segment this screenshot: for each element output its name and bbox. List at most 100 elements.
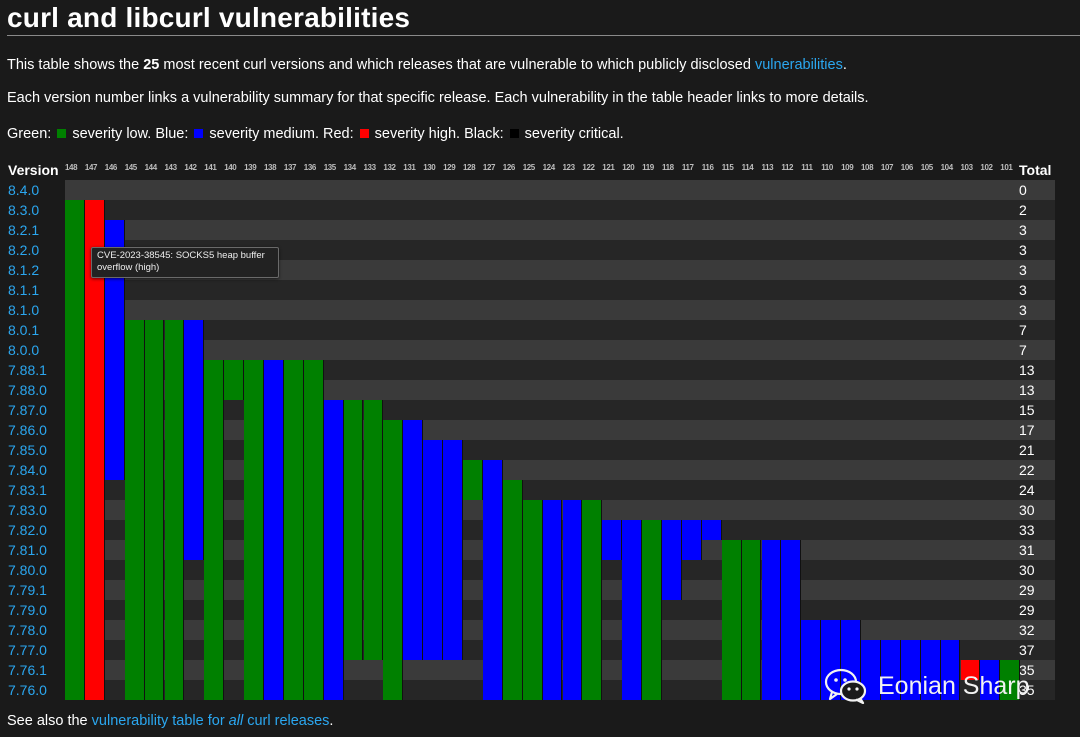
vuln-cell-116[interactable] bbox=[701, 520, 722, 540]
version-link[interactable]: 8.1.1 bbox=[8, 282, 40, 298]
vuln-header-125[interactable]: 125 bbox=[522, 163, 536, 172]
version-link[interactable]: 7.76.0 bbox=[8, 682, 47, 698]
vuln-cell-148[interactable] bbox=[65, 200, 85, 700]
vuln-cell-144[interactable] bbox=[144, 320, 165, 700]
version-link[interactable]: 7.76.1 bbox=[8, 662, 47, 678]
version-link[interactable]: 7.81.0 bbox=[8, 542, 47, 558]
version-link[interactable]: 7.83.0 bbox=[8, 502, 47, 518]
vuln-header-110[interactable]: 110 bbox=[821, 163, 833, 172]
vuln-cell-126[interactable] bbox=[502, 480, 523, 700]
vuln-header-148[interactable]: 148 bbox=[65, 163, 78, 172]
vuln-cell-130[interactable] bbox=[423, 440, 444, 660]
vuln-header-133[interactable]: 133 bbox=[363, 163, 377, 172]
vuln-header-142[interactable]: 142 bbox=[184, 163, 197, 172]
version-link[interactable]: 7.78.0 bbox=[8, 622, 47, 638]
vuln-header-124[interactable]: 124 bbox=[542, 163, 556, 172]
vuln-header-137[interactable]: 137 bbox=[283, 163, 297, 172]
vuln-cell-120[interactable] bbox=[622, 520, 643, 700]
vuln-cell-112[interactable] bbox=[781, 540, 802, 700]
vuln-header-112[interactable]: 112 bbox=[781, 163, 794, 172]
vuln-cell-118[interactable] bbox=[662, 520, 682, 600]
vuln-cell-121[interactable] bbox=[602, 520, 623, 560]
vuln-cell-137[interactable] bbox=[283, 360, 304, 700]
vuln-cell-113[interactable] bbox=[761, 540, 782, 700]
vuln-cell-103[interactable] bbox=[960, 660, 981, 680]
vuln-header-131[interactable]: 131 bbox=[403, 163, 416, 172]
vuln-cell-143[interactable] bbox=[164, 320, 185, 700]
vuln-header-117[interactable]: 117 bbox=[681, 163, 694, 172]
vuln-cell-123[interactable] bbox=[562, 500, 583, 700]
vuln-header-138[interactable]: 138 bbox=[264, 163, 277, 172]
vuln-cell-133[interactable] bbox=[363, 400, 384, 660]
version-link[interactable]: 8.1.0 bbox=[8, 302, 40, 318]
all-releases-link[interactable]: vulnerability table for all curl release… bbox=[92, 713, 330, 729]
vuln-header-147[interactable]: 147 bbox=[84, 163, 98, 172]
vuln-header-123[interactable]: 123 bbox=[562, 163, 576, 172]
vuln-header-111[interactable]: 111 bbox=[801, 163, 813, 172]
vuln-header-115[interactable]: 115 bbox=[721, 163, 734, 172]
version-link[interactable]: 8.0.1 bbox=[8, 322, 40, 338]
vuln-cell-111[interactable] bbox=[801, 620, 822, 700]
vuln-header-128[interactable]: 128 bbox=[463, 163, 476, 172]
vuln-cell-134[interactable] bbox=[343, 400, 364, 660]
vuln-cell-125[interactable] bbox=[522, 500, 543, 700]
vuln-cell-141[interactable] bbox=[204, 360, 225, 700]
vuln-cell-135[interactable] bbox=[323, 400, 344, 700]
vuln-cell-104[interactable] bbox=[940, 640, 961, 700]
vuln-header-116[interactable]: 116 bbox=[701, 163, 714, 172]
vuln-cell-146[interactable] bbox=[104, 220, 125, 480]
vuln-header-104[interactable]: 104 bbox=[940, 163, 954, 172]
vuln-cell-122[interactable] bbox=[582, 500, 603, 700]
vuln-cell-106[interactable] bbox=[900, 640, 921, 700]
vuln-header-143[interactable]: 143 bbox=[164, 163, 178, 172]
vuln-header-106[interactable]: 106 bbox=[900, 163, 914, 172]
vuln-header-120[interactable]: 120 bbox=[622, 163, 635, 172]
vuln-header-132[interactable]: 132 bbox=[383, 163, 396, 172]
vuln-cell-105[interactable] bbox=[920, 640, 941, 700]
vuln-cell-145[interactable] bbox=[124, 320, 145, 700]
version-link[interactable]: 8.4.0 bbox=[8, 182, 40, 198]
vuln-header-146[interactable]: 146 bbox=[104, 163, 118, 172]
vuln-header-109[interactable]: 109 bbox=[841, 163, 854, 172]
vuln-header-126[interactable]: 126 bbox=[502, 163, 516, 172]
version-link[interactable]: 8.1.2 bbox=[8, 262, 40, 278]
vuln-cell-140[interactable] bbox=[224, 360, 245, 400]
vulnerabilities-link[interactable]: vulnerabilities bbox=[754, 57, 843, 73]
vuln-cell-142[interactable] bbox=[184, 320, 205, 560]
vuln-header-141[interactable]: 141 bbox=[204, 163, 217, 172]
vuln-header-107[interactable]: 107 bbox=[880, 163, 894, 172]
vuln-cell-119[interactable] bbox=[642, 520, 662, 700]
vuln-header-129[interactable]: 129 bbox=[443, 163, 456, 172]
vuln-header-130[interactable]: 130 bbox=[423, 163, 436, 172]
version-link[interactable]: 7.88.0 bbox=[8, 382, 47, 398]
vuln-cell-147[interactable] bbox=[84, 200, 105, 700]
vuln-header-102[interactable]: 102 bbox=[980, 163, 993, 172]
version-link[interactable]: 7.85.0 bbox=[8, 442, 47, 458]
vuln-header-122[interactable]: 122 bbox=[582, 163, 595, 172]
vuln-header-101[interactable]: 101 bbox=[1000, 163, 1013, 172]
vuln-cell-114[interactable] bbox=[741, 540, 762, 700]
vuln-cell-129[interactable] bbox=[443, 440, 463, 660]
vuln-header-118[interactable]: 118 bbox=[662, 163, 674, 172]
vuln-header-140[interactable]: 140 bbox=[224, 163, 237, 172]
vuln-cell-127[interactable] bbox=[482, 460, 503, 700]
vuln-header-145[interactable]: 145 bbox=[124, 163, 138, 172]
version-link[interactable]: 7.79.1 bbox=[8, 582, 47, 598]
vuln-cell-117[interactable] bbox=[681, 520, 702, 560]
version-link[interactable]: 7.86.0 bbox=[8, 422, 47, 438]
vuln-header-127[interactable]: 127 bbox=[482, 163, 496, 172]
vuln-header-119[interactable]: 119 bbox=[642, 163, 654, 172]
version-link[interactable]: 7.80.0 bbox=[8, 562, 47, 578]
version-link[interactable]: 7.88.1 bbox=[8, 362, 47, 378]
version-link[interactable]: 8.0.0 bbox=[8, 342, 40, 358]
vuln-cell-138[interactable] bbox=[264, 360, 284, 700]
vuln-cell-101[interactable] bbox=[1000, 660, 1021, 700]
vuln-header-144[interactable]: 144 bbox=[144, 163, 158, 172]
vuln-header-121[interactable]: 121 bbox=[602, 163, 615, 172]
version-link[interactable]: 7.83.1 bbox=[8, 482, 47, 498]
version-link[interactable]: 8.2.1 bbox=[8, 222, 40, 238]
version-link[interactable]: 7.79.0 bbox=[8, 602, 47, 618]
version-link[interactable]: 7.84.0 bbox=[8, 462, 47, 478]
vuln-cell-131[interactable] bbox=[403, 420, 424, 660]
vuln-cell-136[interactable] bbox=[303, 360, 324, 700]
